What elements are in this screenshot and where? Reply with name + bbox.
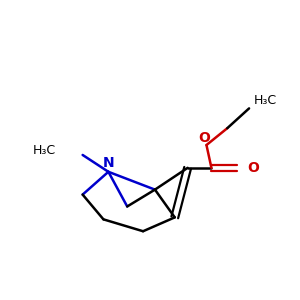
- Text: N: N: [103, 156, 114, 170]
- Text: H₃C: H₃C: [254, 94, 277, 107]
- Text: O: O: [247, 161, 259, 175]
- Text: O: O: [199, 131, 210, 145]
- Text: H₃C: H₃C: [33, 143, 56, 157]
